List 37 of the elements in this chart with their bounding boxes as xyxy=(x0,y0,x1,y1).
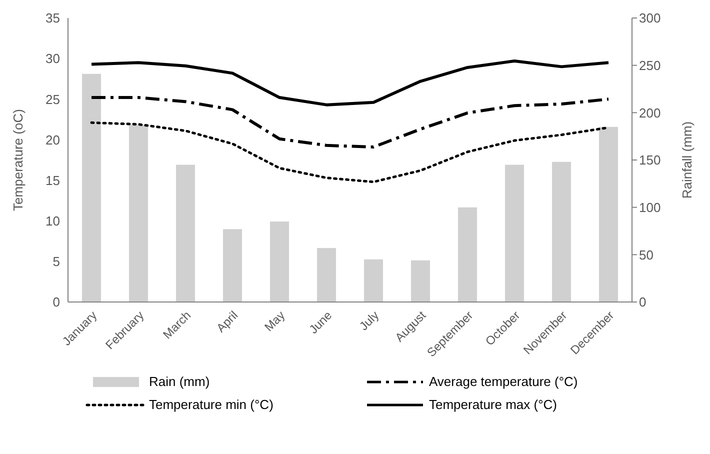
x-tick-label: July xyxy=(356,308,382,334)
x-tick-label: May xyxy=(262,308,288,334)
bar xyxy=(458,207,477,302)
y-tick-label: 10 xyxy=(46,213,60,228)
bar xyxy=(411,260,430,302)
bar xyxy=(317,248,336,302)
legend-label: Average temperature (°C) xyxy=(429,374,578,389)
bar xyxy=(552,162,571,302)
y2-tick-label: 250 xyxy=(639,58,661,73)
y-axis-title: Temperature (oC) xyxy=(10,109,26,211)
bar xyxy=(505,164,524,302)
bar xyxy=(223,229,242,302)
legend-label: Temperature max (°C) xyxy=(429,397,558,412)
bar xyxy=(129,124,148,302)
y2-axis-title: Rainfall (mm) xyxy=(680,121,695,199)
bar xyxy=(364,259,383,302)
y2-tick-label: 200 xyxy=(639,105,661,120)
bar xyxy=(176,164,195,302)
legend-label: Rain (mm) xyxy=(149,374,210,389)
bar xyxy=(599,126,618,302)
y2-tick-label: 50 xyxy=(639,247,654,262)
y2-tick-label: 0 xyxy=(639,294,646,310)
y-tick-label: 15 xyxy=(46,172,60,188)
y-tick-label: 20 xyxy=(46,132,60,148)
line-series xyxy=(90,96,610,149)
line-series xyxy=(90,60,610,106)
y2-tick-label: 300 xyxy=(639,10,661,26)
y-tick-label: 0 xyxy=(52,294,60,310)
bar xyxy=(82,74,101,302)
y2-tick-label: 100 xyxy=(639,200,661,215)
y-tick-label: 30 xyxy=(46,51,60,66)
bar xyxy=(270,222,289,302)
y2-tick-label: 150 xyxy=(639,152,661,168)
y-tick-label: 25 xyxy=(46,92,60,107)
legend-label: Temperature min (°C) xyxy=(149,397,274,412)
y-tick-label: 35 xyxy=(46,10,60,26)
y-tick-label: 5 xyxy=(52,254,60,270)
